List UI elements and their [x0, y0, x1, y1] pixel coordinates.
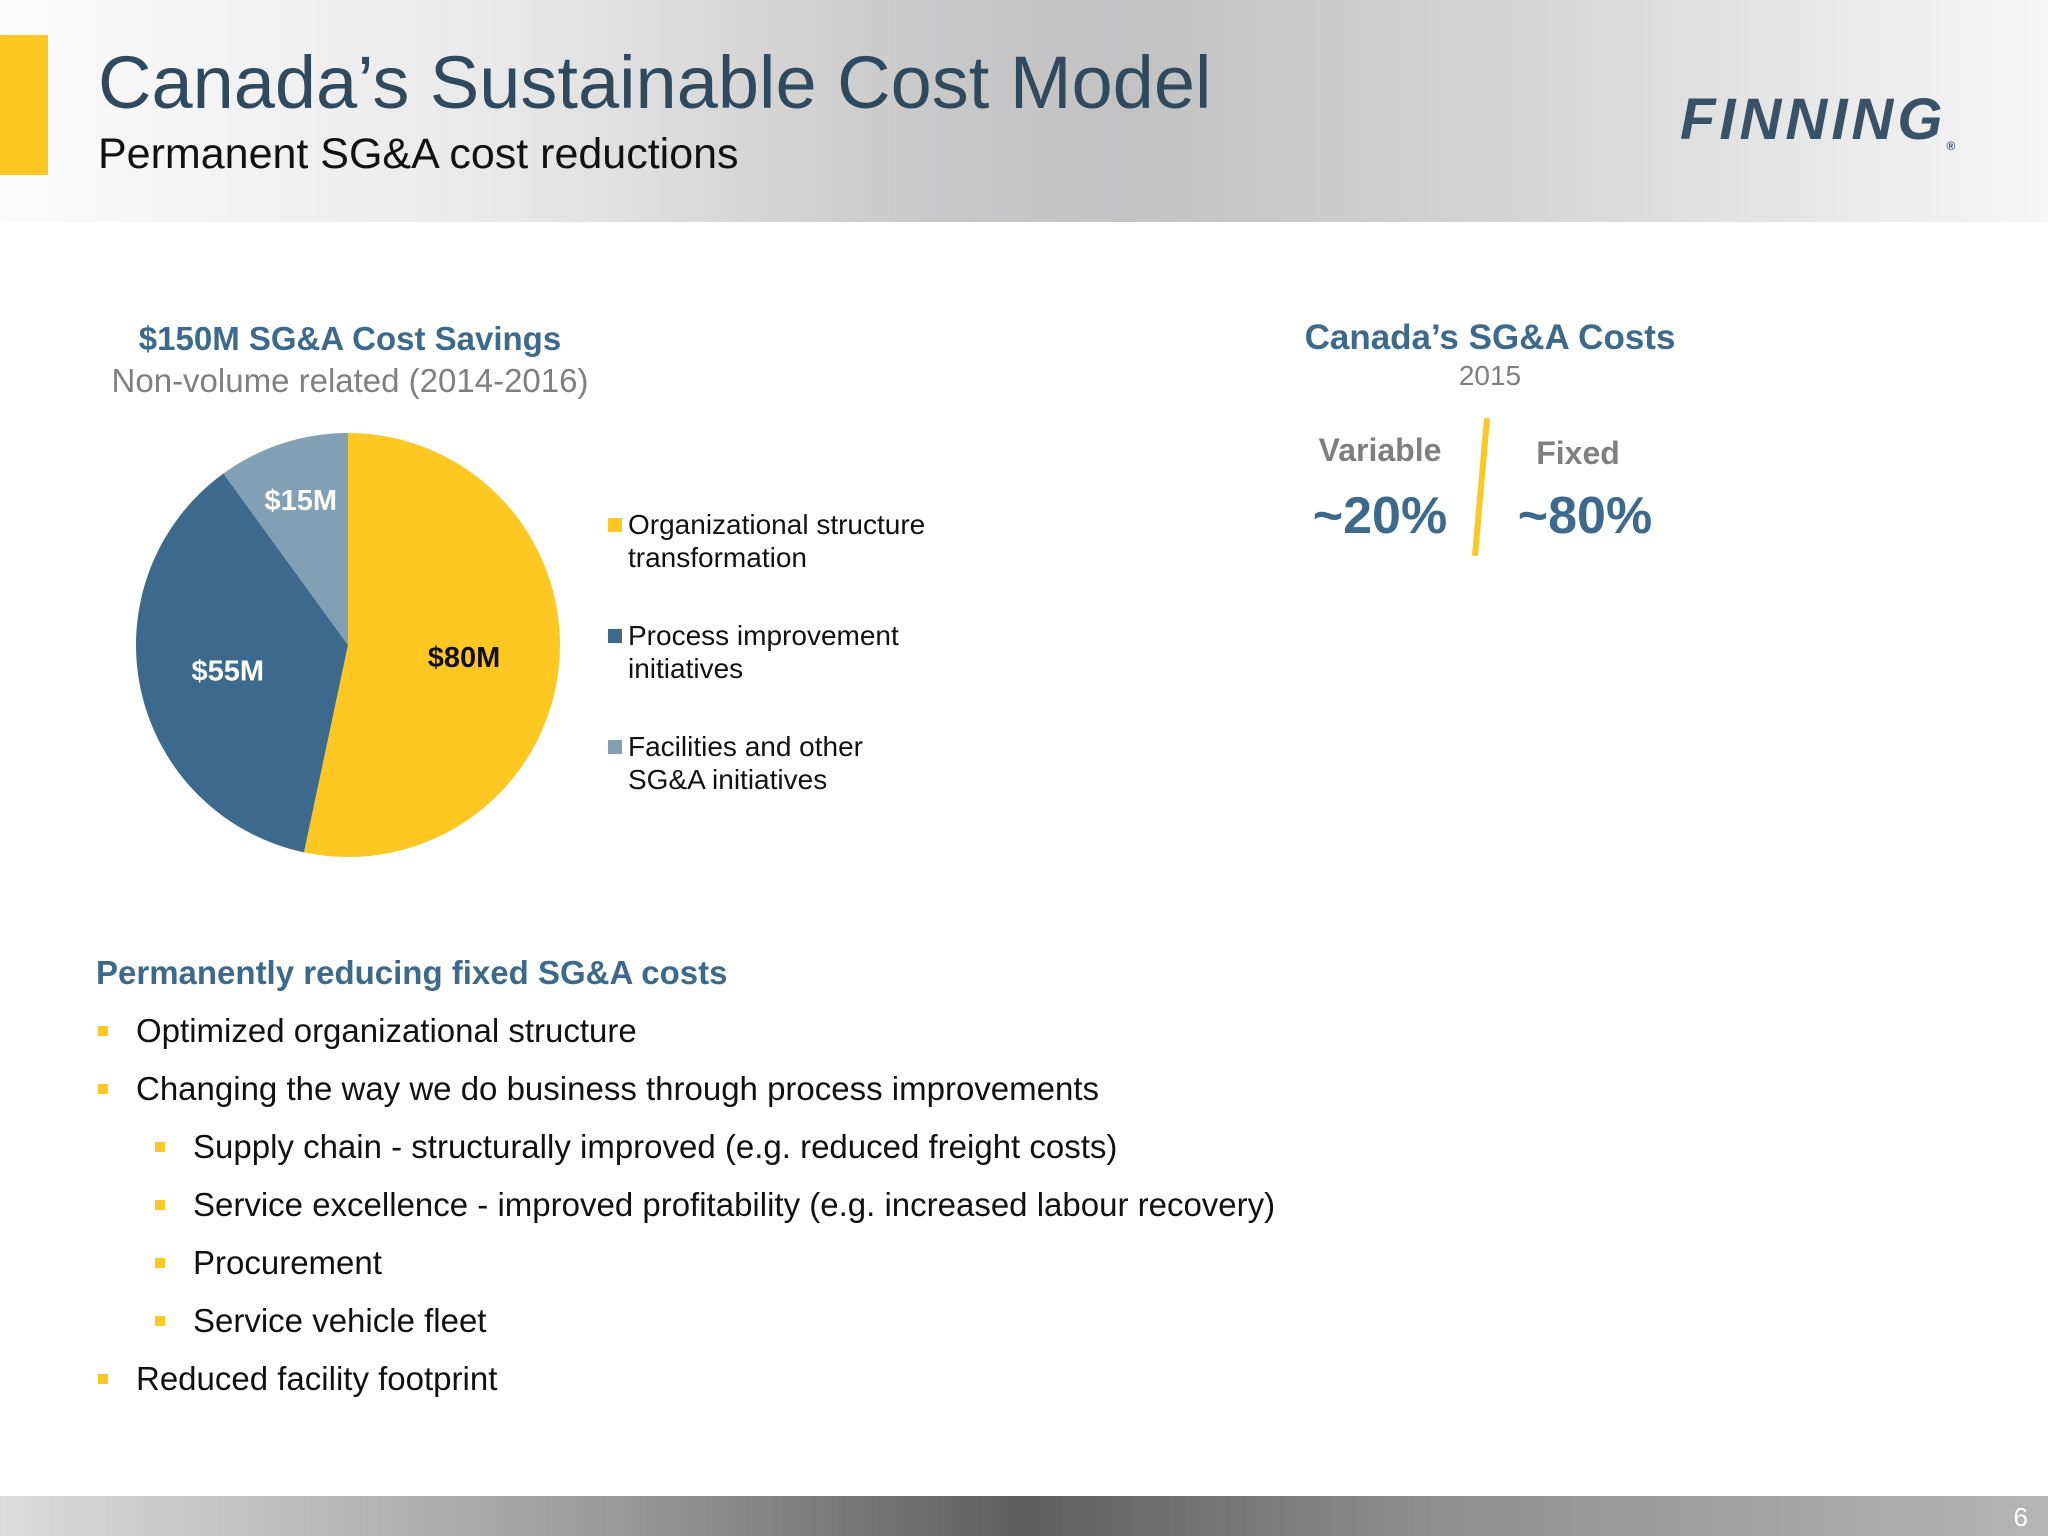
- sub-bullet-item: Service vehicle fleet: [155, 1302, 486, 1340]
- bullet-square-icon: [98, 1084, 108, 1094]
- legend-swatch-facilities: [608, 740, 622, 754]
- pie-slices: [135, 433, 560, 857]
- bullet-item: Reduced facility footprint: [98, 1360, 497, 1398]
- bullet-item: Changing the way we do business through …: [98, 1070, 1099, 1108]
- bullet-square-icon: [155, 1258, 165, 1268]
- bullets-title: Permanently reducing fixed SG&A costs: [96, 954, 728, 991]
- legend-text-organizational: Organizational structure transformation: [628, 509, 926, 573]
- bullet-square-icon: [98, 1374, 108, 1384]
- fixed-value: ~80%: [1517, 487, 1653, 545]
- bullet-square-icon: [98, 1026, 108, 1036]
- pie-data-label-0: $80M: [428, 642, 501, 674]
- pie-labels: $80M $55M $15M: [191, 485, 500, 688]
- bullet-square-icon: [155, 1200, 165, 1210]
- fixed-label: Fixed: [1536, 435, 1620, 471]
- pie-slice-2: [223, 433, 348, 645]
- legend-swatch-organizational: [608, 518, 622, 532]
- page-number: 6: [2013, 1502, 2028, 1532]
- footer-band: [0, 1496, 2048, 1536]
- variable-label: Variable: [1318, 432, 1442, 468]
- bullet-square-icon: [155, 1142, 165, 1152]
- sub-bullet-item: Supply chain - structurally improved (e.…: [155, 1128, 1117, 1166]
- chart-subtitle: Non-volume related (2014-2016): [111, 362, 589, 399]
- pie-slice-1: [135, 473, 348, 853]
- sub-bullet-item: Service excellence - improved profitabil…: [155, 1186, 1275, 1224]
- chart-title: $150M SG&A Cost Savings: [138, 320, 562, 357]
- pie-data-label-2: $15M: [265, 485, 338, 517]
- logo-registered-mark: ®: [1946, 139, 1956, 153]
- finning-logo: FINNING®: [1680, 86, 1955, 153]
- legend-text-process: Process improvement initiatives: [628, 620, 899, 684]
- title-accent-bar: [0, 35, 48, 175]
- pie-data-label-1: $55M: [191, 656, 264, 688]
- pie-slice-0: [303, 433, 560, 857]
- slide-title: Canada’s Sustainable Cost Model: [98, 41, 1212, 124]
- logo-text: FINNING: [1680, 87, 1947, 152]
- header-band: [0, 0, 2048, 222]
- legend-text-facilities: Facilities and other SG&A initiatives: [628, 731, 864, 795]
- sga-costs-title: Canada’s SG&A Costs: [1304, 318, 1676, 357]
- bullet-square-icon: [155, 1316, 165, 1326]
- bullet-item: Optimized organizational structure: [98, 1012, 637, 1050]
- sga-costs-year: 2015: [1458, 360, 1522, 391]
- variable-value: ~20%: [1312, 487, 1448, 545]
- legend-swatch-process: [608, 629, 622, 643]
- sub-bullet-item: Procurement: [155, 1244, 382, 1282]
- slide-subtitle: Permanent SG&A cost reductions: [98, 130, 739, 178]
